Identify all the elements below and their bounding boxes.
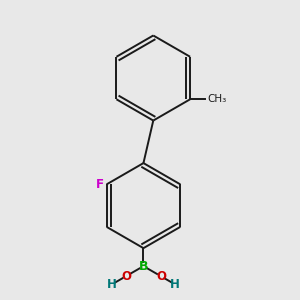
Text: F: F [96,178,104,191]
Text: O: O [121,270,131,283]
Text: CH₃: CH₃ [207,94,226,104]
Text: H: H [170,278,180,291]
Text: O: O [156,270,166,283]
Text: B: B [139,260,148,273]
Text: H: H [107,278,117,291]
